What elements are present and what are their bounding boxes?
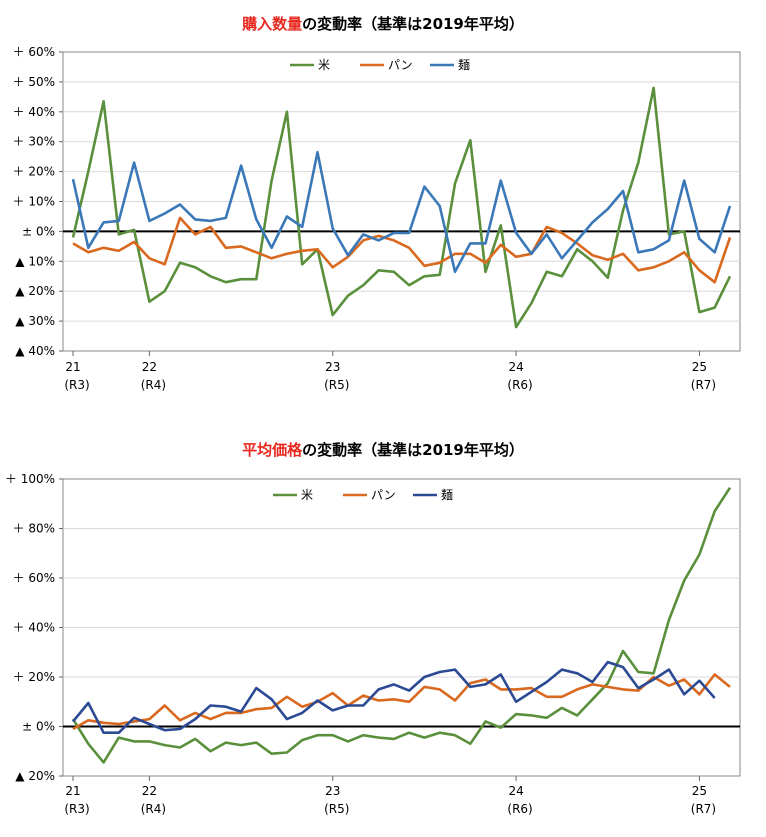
quantity-xtick-era: (R7) [691,378,716,392]
quantity-ytick-label: ＋ 50% [13,75,56,89]
price-series-noodle [71,660,716,735]
price-series-bread [72,673,731,731]
price-xtick-year: 21 [65,784,80,798]
quantity-xtick-year: 21 [65,360,80,374]
price-xtick-year: 22 [142,784,157,798]
quantity-ytick-label: ＋ 30% [13,135,56,149]
quantity-ytick-label: ▲ 10% [15,254,55,268]
price-xtick-era: (R5) [324,802,349,816]
price-title-rest: の変動率（基準は2019年平均） [302,441,524,459]
quantity-xtick-era: (R4) [141,378,166,392]
quantity-ytick-label: ＋ 20% [13,165,56,179]
quantity-ytick-label: ▲ 30% [15,314,55,328]
price-ytick-label: ＋ 80% [13,522,56,536]
price-xtick-era: (R3) [64,802,89,816]
price-xtick-year: 23 [325,784,340,798]
quantity-xtick-year: 24 [508,360,523,374]
price-chart: ＋ 100% ＋ 80% ＋ 60% ＋ 40% ＋ 20% ± 0% ▲ 20% 21 (R3… [5,472,741,816]
quantity-xtick-era: (R5) [324,378,349,392]
price-ytick-label: ＋ 60% [13,571,56,585]
quantity-ytick-label: ▲ 40% [15,344,55,358]
quantity-chart-title: 購入数量の変動率（基準は2019年平均） [241,15,524,33]
price-ytick-label: ＋ 20% [13,670,56,684]
price-series-rice [71,486,732,764]
quantity-legend-label: パン [388,58,413,72]
quantity-legend-label: 麺 [458,58,470,72]
quantity-chart: ＋ 60% ＋ 50% ＋ 40% ＋ 30% ＋ 20% ＋ 10% ± 0% ▲ 10% ▲… [13,45,741,392]
price-xtick-year: 25 [692,784,707,798]
price-legend-label: パン [371,488,396,502]
price-legend-label: 麺 [441,488,453,502]
quantity-title-rest: の変動率（基準は2019年平均） [302,15,524,33]
quantity-ytick-label: ＋ 60% [13,45,56,59]
price-legend-label: 米 [301,488,313,502]
quantity-xtick-year: 22 [142,360,157,374]
quantity-series-rice [71,86,732,329]
price-ytick-label: ＋ 40% [13,621,56,635]
price-xtick-era: (R4) [141,802,166,816]
quantity-xtick-era: (R6) [507,378,532,392]
price-ytick-label: ＋ 100% [5,472,55,486]
quantity-legend-label: 米 [318,58,330,72]
quantity-xtick-era: (R3) [64,378,89,392]
quantity-title-red: 購入数量 [241,15,302,33]
quantity-series-noodle [71,150,732,274]
quantity-ytick-label: ＋ 40% [13,105,56,119]
quantity-ytick-label: ＋ 10% [13,195,56,209]
price-chart-title: 平均価格の変動率（基準は2019年平均） [242,441,524,459]
price-xtick-era: (R6) [507,802,532,816]
price-xtick-era: (R7) [691,802,716,816]
price-ytick-label: ▲ 20% [15,769,55,783]
price-xtick-year: 24 [508,784,523,798]
price-title-red: 平均価格 [242,441,303,459]
price-ytick-label: ± 0% [22,720,55,734]
quantity-xtick-year: 23 [325,360,340,374]
quantity-series-bread [72,216,732,284]
quantity-ytick-label: ▲ 20% [15,284,55,298]
quantity-xtick-year: 25 [692,360,707,374]
quantity-ytick-label: ± 0% [22,224,55,238]
